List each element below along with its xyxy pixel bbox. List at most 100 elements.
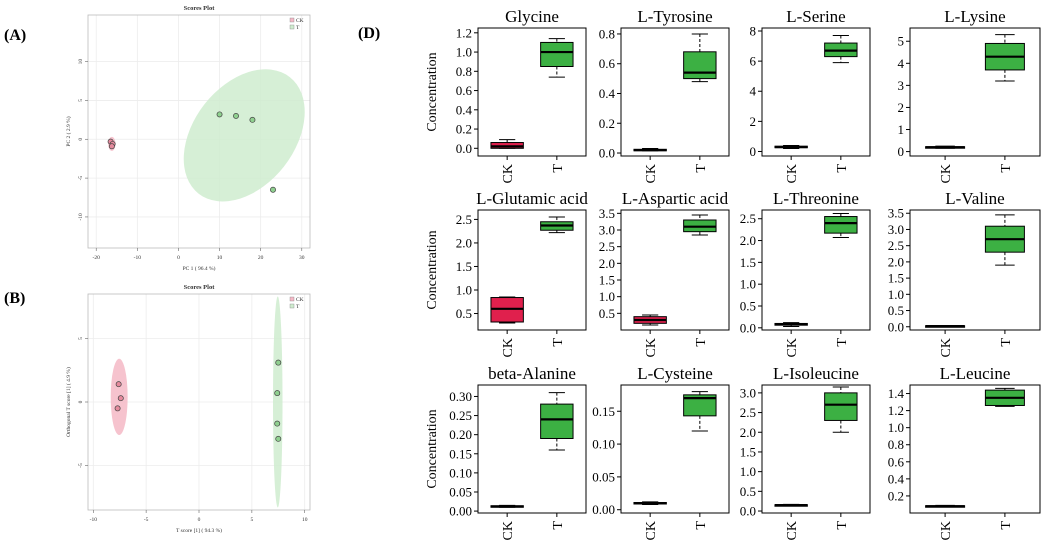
y-axis-label: Concentration: [425, 230, 440, 309]
legend-swatch-ck: [289, 17, 295, 23]
y-tick-label: 1.0: [456, 45, 472, 60]
panel-frame: [909, 384, 1041, 514]
y-tick-label: 0.10: [592, 437, 615, 452]
y-tick-label: 0.5: [599, 306, 615, 321]
confidence-ellipse-t: [183, 69, 305, 202]
y-tick-label: 0.05: [592, 469, 615, 484]
boxplot-panel-l-aspartic-acid: L-Aspartic acid 0.5 1.01.5 2.0 2.53.0 3.5 CK T: [599, 189, 730, 357]
boxplot-panel-l-isoleucine: L-Isoleucine 0.0 0.5 1.0 1.5 2.0 2.5 3.0 CK T: [740, 364, 871, 540]
category-label: CK: [785, 164, 800, 183]
box-t: [683, 394, 717, 417]
y-tick-label: 1.5: [740, 444, 756, 459]
boxplot-grid: Glycine 0.0 0.2 0.4 0.6 0.8 1.0 1.2 CK T Concentra…: [425, 7, 1041, 540]
score-point-t: [216, 111, 223, 118]
y-tick-label: 0.0: [740, 504, 756, 519]
boxplot-panel-l-tyrosine: L-Tyrosine 0.0 0.2 0.4 0.6 0.8 CK T: [599, 7, 730, 183]
y-tick-label: 2: [898, 100, 905, 115]
y-tick-label: 3.5: [888, 206, 904, 221]
y-tick-label: 2.0: [888, 254, 904, 269]
panel-frame: [761, 384, 871, 514]
category-label: T: [999, 338, 1014, 347]
box-t: [540, 403, 574, 439]
y-tick-label: 3.0: [740, 385, 756, 400]
y-tick-label: 1.5: [456, 259, 472, 274]
y-tick-label: 0.8: [456, 64, 472, 79]
category-label: T: [551, 521, 566, 530]
y-tick-label: 3: [898, 78, 905, 93]
category-label: CK: [501, 164, 516, 183]
score-point-ck: [117, 395, 124, 402]
y-tick-label: 0.0: [599, 146, 615, 161]
x-axis-label: PC 1 ( 96.4 %): [183, 265, 216, 272]
y-tick-label: 0.10: [449, 465, 472, 480]
y-tick-label: -5: [78, 463, 84, 468]
y-tick-label: 0: [78, 138, 84, 141]
panel-title: beta-Alanine: [488, 364, 576, 383]
category-label: CK: [785, 521, 800, 540]
x-tick-label: 30: [299, 255, 305, 261]
x-tick-label: 10: [217, 255, 223, 261]
y-tick-label: 2.0: [599, 256, 615, 271]
panel-title: L-Serine: [786, 7, 845, 26]
category-label: T: [999, 521, 1014, 530]
y-tick-label: 1: [898, 122, 905, 137]
panel-title: L-Aspartic acid: [622, 189, 729, 208]
score-point-t: [270, 186, 276, 193]
x-tick-label: -5: [144, 517, 149, 523]
category-label: T: [694, 338, 709, 347]
y-axis-label: Concentration: [425, 409, 440, 488]
y-tick-label: 0.00: [592, 502, 615, 517]
y-tick-label: 1.0: [740, 464, 756, 479]
y-tick-label: 0.0: [888, 319, 904, 334]
legend-label: CK: [296, 297, 304, 303]
panel-label-a: (A): [4, 27, 26, 44]
y-tick-label: 0.20: [449, 427, 472, 442]
y-tick-label: 0.8: [888, 437, 904, 452]
y-tick-label: 0.30: [449, 389, 472, 404]
score-point-ck: [114, 405, 121, 412]
category-label: T: [694, 521, 709, 530]
category-label: CK: [644, 164, 659, 183]
y-tick-label: 0.25: [449, 408, 472, 423]
y-tick-label: 1.0: [888, 287, 904, 302]
y-tick-label: 0.4: [888, 471, 905, 486]
category-label: CK: [939, 521, 954, 540]
panel-title: L-Threonine: [773, 189, 859, 208]
category-label: T: [835, 521, 850, 530]
boxplot-panel-l-glutamic-acid: L-Glutamic acid 0.5 1.0 1.5 2.0 2.5 CK T Concent…: [425, 189, 588, 357]
x-tick-label: 5: [250, 517, 253, 523]
x-tick-label: -10: [90, 517, 98, 523]
y-tick-label: 1.2: [888, 403, 904, 418]
y-tick-label: 1.0: [740, 277, 756, 292]
y-tick-label: 0.8: [599, 26, 615, 41]
x-tick-label: 10: [302, 517, 308, 523]
score-point-ck: [115, 381, 122, 388]
panel-title: L-Valine: [945, 189, 1004, 208]
category-label: T: [551, 164, 566, 173]
y-tick-label: 2: [750, 114, 757, 129]
panel-frame: [620, 27, 730, 157]
category-label: CK: [939, 338, 954, 357]
y-tick-label: 0.5: [740, 484, 756, 499]
x-tick-label: 20: [258, 255, 264, 261]
score-point-t: [274, 390, 281, 397]
y-tick-label: -5: [78, 176, 84, 181]
y-tick-label: 0.6: [888, 454, 905, 469]
panel-title: L-Isoleucine: [773, 364, 859, 383]
plot-title: Scores Plot: [184, 284, 216, 291]
y-tick-label: 0: [750, 144, 757, 159]
category-label: T: [694, 164, 709, 173]
panel-title: L-Leucine: [940, 364, 1011, 383]
legend-swatch-ck: [289, 296, 295, 302]
y-tick-label: 0.0: [456, 141, 472, 156]
y-tick-label: 2.5: [599, 239, 615, 254]
panel-title: L-Lysine: [944, 7, 1005, 26]
y-tick-label: 0.6: [599, 56, 616, 71]
category-label: CK: [939, 164, 954, 183]
x-tick-label: -10: [134, 255, 142, 261]
legend-swatch-t: [289, 24, 295, 30]
y-tick-label: 5: [78, 337, 84, 340]
y-tick-label: 0.15: [592, 404, 615, 419]
score-point-t: [275, 435, 282, 442]
category-label: T: [835, 338, 850, 347]
